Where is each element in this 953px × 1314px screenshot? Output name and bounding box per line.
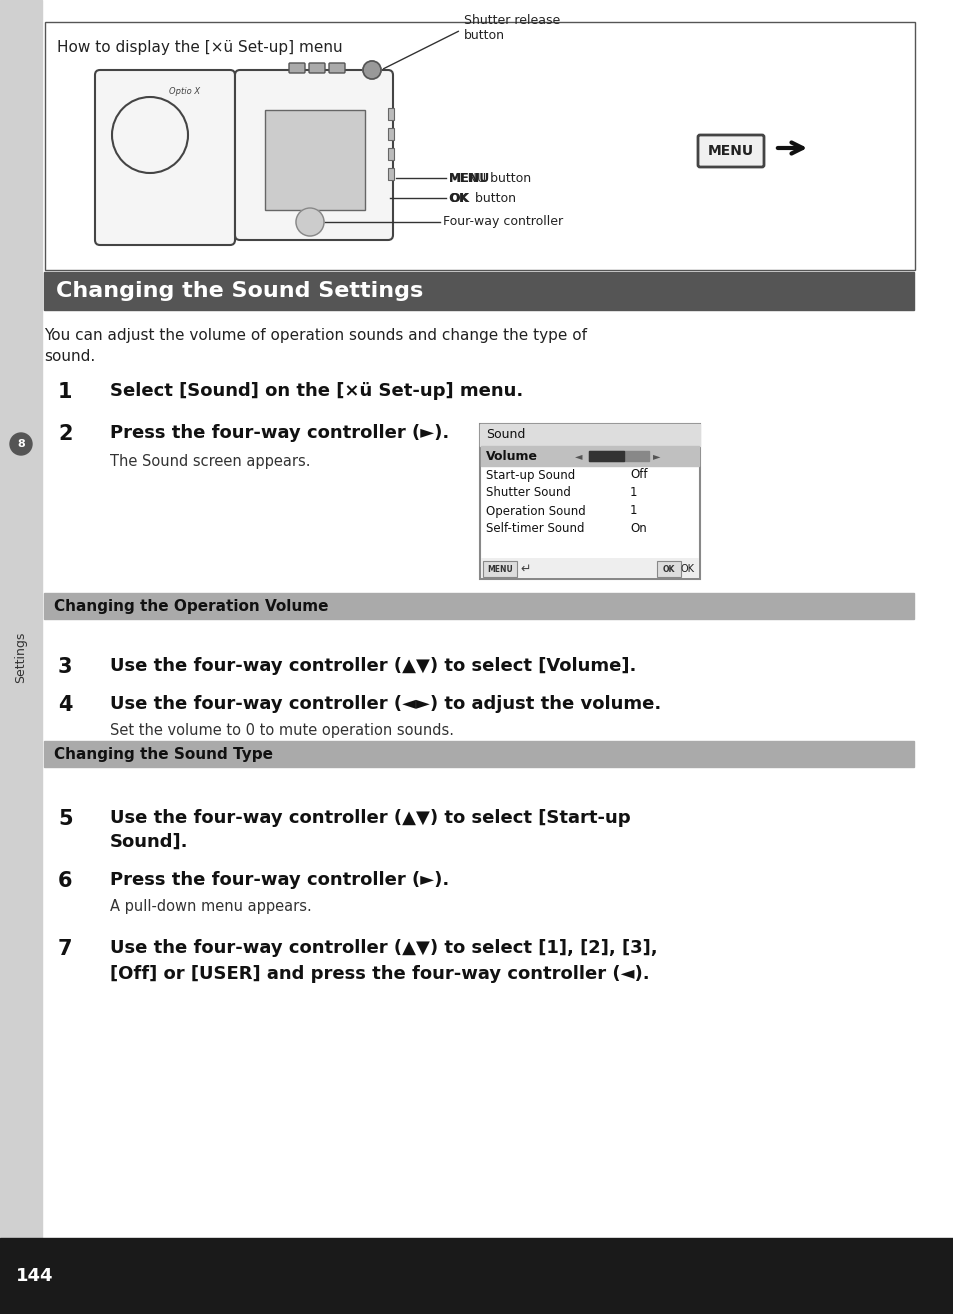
Circle shape [295, 208, 324, 237]
Text: Changing the Sound Settings: Changing the Sound Settings [56, 281, 423, 301]
FancyBboxPatch shape [95, 70, 234, 244]
Text: How to display the [×ü Set-up] menu: How to display the [×ü Set-up] menu [57, 39, 342, 55]
Bar [44, 593, 913, 619]
FancyBboxPatch shape [329, 63, 345, 74]
Text: 7: 7 [58, 940, 72, 959]
Circle shape [363, 60, 380, 79]
Text: OK: OK [449, 192, 469, 205]
Text: Sound: Sound [485, 428, 525, 442]
Text: Use the four-way controller (◄►) to adjust the volume.: Use the four-way controller (◄►) to adju… [110, 695, 660, 714]
Bar [588, 451, 648, 461]
Text: Volume: Volume [485, 449, 537, 463]
Text: Changing the Sound Type: Changing the Sound Type [54, 746, 273, 762]
Bar [588, 451, 623, 461]
Text: Self-timer Sound: Self-timer Sound [485, 523, 584, 536]
Text: On: On [629, 523, 646, 536]
Text: Operation Sound: Operation Sound [485, 505, 585, 518]
Text: Off: Off [629, 469, 647, 481]
Text: ↵: ↵ [519, 562, 530, 576]
Text: Use the four-way controller (▲▼) to select [Volume].: Use the four-way controller (▲▼) to sele… [110, 657, 636, 675]
Text: [Off] or [USER] and press the four-way controller (◄).: [Off] or [USER] and press the four-way c… [110, 964, 649, 983]
Bar [44, 272, 913, 310]
Text: MENU: MENU [707, 145, 753, 158]
Text: You can adjust the volume of operation sounds and change the type of
sound.: You can adjust the volume of operation s… [44, 328, 586, 364]
FancyBboxPatch shape [698, 135, 763, 167]
Text: 4: 4 [58, 695, 72, 715]
Text: 144: 144 [16, 1267, 53, 1285]
Text: Four-way controller: Four-way controller [442, 215, 562, 229]
Text: MENU button: MENU button [449, 172, 531, 184]
Bar [0, 1238, 953, 1314]
Text: The Sound screen appears.: The Sound screen appears. [110, 455, 310, 469]
Text: 6: 6 [58, 871, 72, 891]
Text: OK  button: OK button [449, 192, 516, 205]
Text: 1: 1 [58, 382, 72, 402]
Bar [44, 741, 913, 767]
Text: 2: 2 [58, 424, 72, 444]
Text: Use the four-way controller (▲▼) to select [1], [2], [3],: Use the four-way controller (▲▼) to sele… [110, 940, 657, 957]
Text: Optio X: Optio X [170, 88, 200, 96]
Bar [388, 127, 394, 141]
Bar [388, 168, 394, 180]
FancyBboxPatch shape [309, 63, 325, 74]
FancyBboxPatch shape [45, 22, 914, 269]
Text: 1: 1 [629, 505, 637, 518]
FancyBboxPatch shape [234, 70, 393, 240]
Text: Press the four-way controller (►).: Press the four-way controller (►). [110, 424, 449, 442]
FancyBboxPatch shape [479, 424, 700, 579]
Text: 5: 5 [58, 809, 72, 829]
Text: OK: OK [662, 565, 675, 573]
Circle shape [112, 97, 188, 173]
Text: MENU: MENU [449, 172, 490, 184]
Bar [388, 108, 394, 120]
FancyBboxPatch shape [289, 63, 305, 74]
Text: OK: OK [680, 564, 695, 574]
Text: Select [Sound] on the [×ü Set-up] menu.: Select [Sound] on the [×ü Set-up] menu. [110, 382, 522, 399]
Text: A pull-down menu appears.: A pull-down menu appears. [110, 899, 312, 915]
Text: Settings: Settings [14, 631, 28, 683]
Text: Start-up Sound: Start-up Sound [485, 469, 575, 481]
Text: Press the four-way controller (►).: Press the four-way controller (►). [110, 871, 449, 890]
FancyBboxPatch shape [657, 561, 680, 577]
Bar [479, 424, 700, 445]
Text: ►: ► [652, 451, 659, 461]
FancyBboxPatch shape [482, 561, 517, 577]
Text: Use the four-way controller (▲▼) to select [Start-up: Use the four-way controller (▲▼) to sele… [110, 809, 630, 827]
Circle shape [10, 434, 32, 455]
Bar [388, 148, 394, 160]
Text: 3: 3 [58, 657, 72, 677]
Text: Shutter release
button: Shutter release button [463, 14, 559, 42]
Bar [480, 445, 699, 466]
Text: 8: 8 [17, 439, 25, 449]
Text: Set the volume to 0 to mute operation sounds.: Set the volume to 0 to mute operation so… [110, 723, 454, 738]
Text: MENU: MENU [487, 565, 513, 573]
Text: Shutter Sound: Shutter Sound [485, 486, 570, 499]
Text: 1: 1 [629, 486, 637, 499]
Bar [480, 558, 699, 578]
Text: Changing the Operation Volume: Changing the Operation Volume [54, 598, 328, 614]
Bar [0, 0, 42, 1256]
Text: Sound].: Sound]. [110, 833, 189, 851]
Bar [265, 110, 365, 210]
Text: ◄: ◄ [575, 451, 582, 461]
